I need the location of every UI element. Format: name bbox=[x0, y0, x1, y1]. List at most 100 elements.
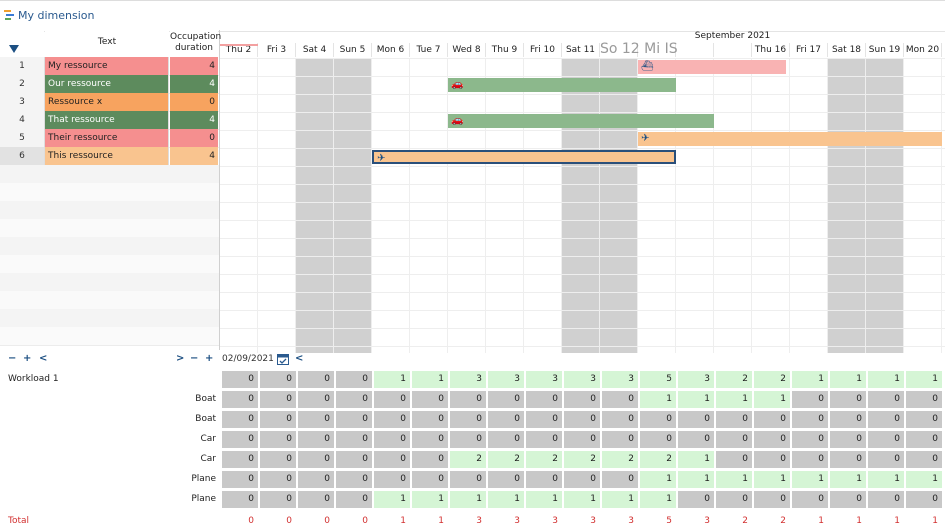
total-cell: 0 bbox=[286, 516, 292, 526]
resource-row[interactable]: 6 This ressource 4 bbox=[0, 147, 219, 166]
workload-cell: 0 bbox=[640, 431, 676, 448]
gantt-chart: September 2021 Thu 2 Fri 3 Sat 4 Sun 5 Mon 6… bbox=[220, 30, 945, 353]
column-header-text[interactable]: Text bbox=[45, 30, 169, 57]
workload-cell: 1 bbox=[830, 371, 866, 388]
month-header: September 2021 bbox=[694, 31, 771, 41]
workload-cell: 0 bbox=[374, 451, 410, 468]
workload-cell: 0 bbox=[488, 391, 524, 408]
day-column bbox=[220, 58, 258, 353]
resource-name[interactable]: Our ressource bbox=[45, 75, 169, 93]
resource-name[interactable]: Their ressource bbox=[45, 129, 169, 147]
total-cell: 1 bbox=[894, 516, 900, 526]
workload-cell: 0 bbox=[906, 431, 942, 448]
row-number: 6 bbox=[0, 147, 45, 165]
gantt-scroll-left-button[interactable]: < bbox=[295, 353, 304, 364]
occupation-duration[interactable]: 4 bbox=[170, 75, 218, 93]
assignment-bar[interactable]: ✈ bbox=[372, 150, 676, 164]
column-header-duration[interactable]: Occupation duration bbox=[170, 30, 221, 57]
workload-cell: 0 bbox=[222, 491, 258, 508]
total-cell: 2 bbox=[780, 516, 786, 526]
workload-cell: 0 bbox=[260, 451, 296, 468]
row-gridline bbox=[220, 58, 945, 59]
workload-cell: 1 bbox=[868, 471, 904, 488]
occupation-duration[interactable]: 4 bbox=[170, 147, 218, 165]
workload-cell: 0 bbox=[906, 451, 942, 468]
workload-cell: 0 bbox=[450, 411, 486, 428]
workload-cell: 1 bbox=[412, 491, 448, 508]
collapse-right-button[interactable]: − bbox=[190, 353, 199, 364]
resource-row[interactable]: 2 Our ressource 4 bbox=[0, 75, 219, 94]
assignment-bar[interactable]: ✈ bbox=[638, 132, 942, 146]
resource-name[interactable]: My ressource bbox=[45, 57, 169, 75]
workload-cell: 0 bbox=[792, 411, 828, 428]
total-cell: 3 bbox=[476, 516, 482, 526]
resource-name[interactable]: That ressource bbox=[45, 111, 169, 129]
day-header bbox=[676, 43, 714, 57]
workload-cell: 0 bbox=[868, 411, 904, 428]
workload-cell: 0 bbox=[336, 451, 372, 468]
workload-cell: 0 bbox=[868, 431, 904, 448]
row-gridline bbox=[220, 256, 945, 257]
workload-cell: 0 bbox=[678, 411, 714, 428]
plane-icon: ✈ bbox=[641, 133, 650, 144]
empty-row bbox=[0, 165, 219, 184]
workload-cell: 0 bbox=[716, 491, 752, 508]
assignment-bar[interactable]: 🚗 bbox=[448, 78, 676, 92]
day-header bbox=[714, 43, 752, 57]
workload-cell: 0 bbox=[450, 391, 486, 408]
workload-cell: 0 bbox=[298, 431, 334, 448]
assignment-bar[interactable]: ⛴ bbox=[638, 60, 787, 74]
resource-row[interactable]: 4 That ressource 4 bbox=[0, 111, 219, 130]
workload-cell: 3 bbox=[488, 371, 524, 388]
workload-cell: 1 bbox=[906, 371, 942, 388]
workload-cell: 1 bbox=[602, 491, 638, 508]
day-column bbox=[486, 58, 524, 353]
day-column bbox=[448, 58, 486, 353]
workload-cell: 0 bbox=[374, 471, 410, 488]
workload-cell: 0 bbox=[830, 451, 866, 468]
resource-name[interactable]: This ressource bbox=[45, 147, 169, 165]
workload-cell: 0 bbox=[260, 411, 296, 428]
workload-cell: 0 bbox=[564, 411, 600, 428]
occupation-duration[interactable]: 4 bbox=[170, 111, 218, 129]
day-header: Thu 9 bbox=[486, 43, 524, 57]
occupation-duration[interactable]: 0 bbox=[170, 93, 218, 111]
calendar-icon[interactable] bbox=[277, 353, 289, 365]
total-cell: 1 bbox=[438, 516, 444, 526]
day-column bbox=[828, 58, 866, 353]
grid-header-corner[interactable] bbox=[0, 30, 44, 57]
occupation-duration[interactable]: 0 bbox=[170, 129, 218, 147]
plane-icon: ✈ bbox=[377, 153, 386, 164]
today-marker bbox=[220, 44, 258, 46]
total-cell: 3 bbox=[628, 516, 634, 526]
day-header: Sun 5 bbox=[334, 43, 372, 57]
overlay-day-label: So 12 Mi IS bbox=[600, 41, 678, 57]
workload-cell: 1 bbox=[868, 371, 904, 388]
date-field[interactable]: 02/09/2021 bbox=[222, 354, 274, 364]
workload-cell: 2 bbox=[564, 451, 600, 468]
day-header: Sat 11 bbox=[562, 43, 600, 57]
resource-name[interactable]: Ressource x bbox=[45, 93, 169, 111]
workload-cell: 0 bbox=[222, 391, 258, 408]
expand-left-button[interactable]: + bbox=[23, 353, 32, 364]
resource-row[interactable]: 5 Their ressource 0 bbox=[0, 129, 219, 148]
workload-cell: 0 bbox=[526, 471, 562, 488]
day-header: Thu 2 bbox=[220, 43, 258, 57]
occupation-duration[interactable]: 4 bbox=[170, 57, 218, 75]
workload-cell: 2 bbox=[526, 451, 562, 468]
resource-row[interactable]: 1 My ressource 4 bbox=[0, 57, 219, 76]
workload-cell: 0 bbox=[564, 471, 600, 488]
collapse-left-button[interactable]: − bbox=[8, 353, 17, 364]
day-column bbox=[600, 58, 638, 353]
sort-down-icon[interactable] bbox=[9, 45, 19, 53]
workload-cell: 0 bbox=[678, 431, 714, 448]
row-gridline bbox=[220, 148, 945, 149]
workload-cell: 0 bbox=[830, 431, 866, 448]
row-gridline bbox=[220, 112, 945, 113]
expand-right-button[interactable]: + bbox=[205, 353, 214, 364]
scroll-right-button[interactable]: > bbox=[176, 353, 185, 364]
assignment-bar[interactable]: 🚗 bbox=[448, 114, 714, 128]
scroll-left-button[interactable]: < bbox=[39, 353, 48, 364]
workload-cell: 0 bbox=[526, 411, 562, 428]
